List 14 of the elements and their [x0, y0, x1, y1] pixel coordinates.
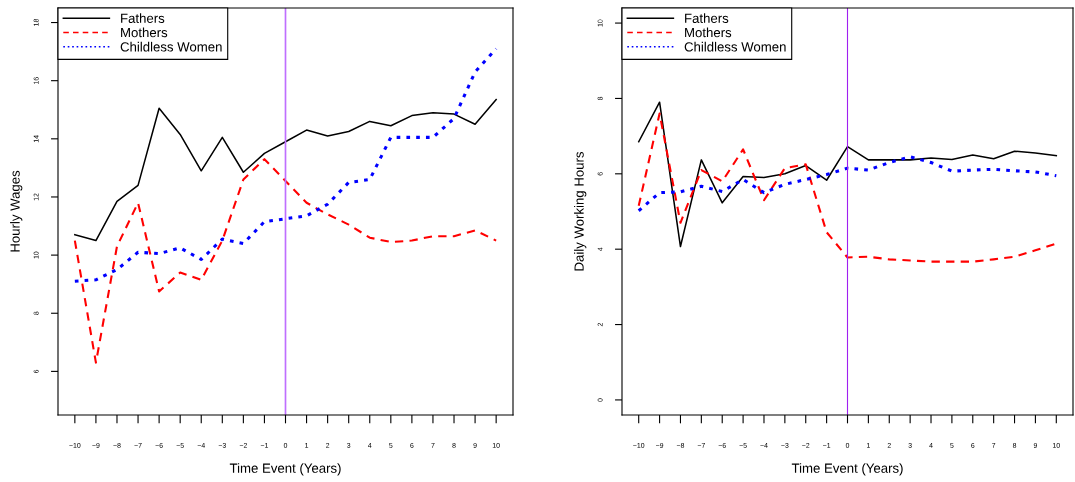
line-series [73, 158, 498, 364]
x-axis-title: Time Event (Years) [791, 463, 903, 476]
y-axis-title: Daily Working Hours [574, 151, 587, 271]
legend-label: Mothers [685, 27, 732, 38]
legend-label: Childless Women [120, 41, 222, 52]
legend-label: Fathers [121, 13, 165, 23]
line-series [637, 101, 1058, 248]
legend-label: Fathers [685, 13, 729, 23]
y-axis-title: Hourly Wages [10, 170, 23, 252]
line-series [74, 98, 497, 242]
legend-label: Mothers [121, 27, 168, 38]
line-series [637, 155, 1058, 213]
legend-label: Childless Women [684, 41, 786, 52]
x-axis-title: Time Event (Years) [229, 463, 341, 476]
